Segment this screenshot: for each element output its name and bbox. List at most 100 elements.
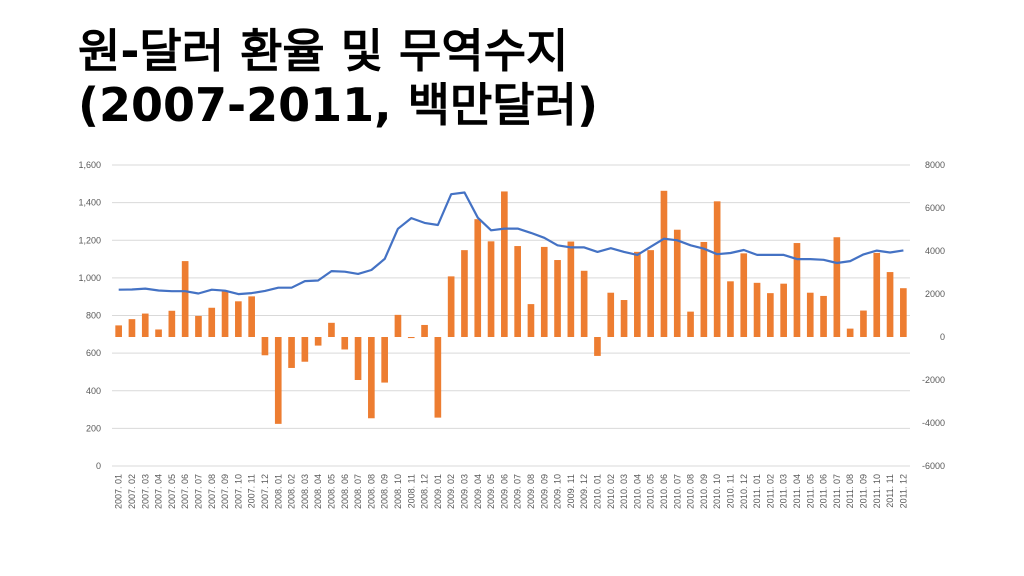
- y-left-tick-label: 400: [86, 386, 101, 396]
- y-right-tick-label: -6000: [922, 461, 945, 471]
- trade-balance-bar: [713, 201, 721, 337]
- x-tick-label: 2008. 01: [273, 474, 283, 509]
- trade-balance-bar: [767, 293, 774, 337]
- trade-balance-bar: [607, 292, 615, 337]
- trade-balance-bar: [820, 295, 827, 337]
- trade-balance-bar: [540, 246, 548, 337]
- x-tick-label: 2011. 03: [779, 474, 789, 508]
- trade-balance-bar: [195, 315, 202, 337]
- y-right-tick-label: -4000: [922, 418, 945, 428]
- y-left-tick-label: 1,400: [78, 198, 101, 208]
- trade-balance-bar: [235, 301, 242, 337]
- x-tick-label: 2010. 06: [659, 474, 669, 509]
- x-tick-label: 2008. 06: [340, 474, 350, 509]
- x-tick-label: 2010. 10: [712, 474, 722, 509]
- trade-balance-bar: [673, 229, 681, 337]
- x-tick-label: 2011. 11: [885, 474, 895, 508]
- y-right-tick-label: 2000: [925, 289, 945, 299]
- trade-balance-bar: [833, 237, 841, 337]
- x-tick-label: 2010. 12: [739, 474, 749, 509]
- trade-balance-bar: [580, 270, 588, 337]
- x-tick-label: 2009. 07: [513, 474, 523, 509]
- x-tick-label: 2008. 02: [287, 474, 297, 509]
- trade-balance-bar: [447, 276, 455, 337]
- trade-balance-bar: [221, 291, 229, 337]
- trade-balance-bar: [647, 250, 654, 337]
- trade-balance-bar: [168, 310, 176, 337]
- trade-balance-bar: [155, 329, 162, 337]
- x-tick-label: 2007. 03: [140, 474, 150, 509]
- trade-balance-bar: [514, 246, 521, 337]
- x-tick-label: 2008. 12: [420, 474, 430, 509]
- x-tick-label: 2009. 06: [499, 474, 509, 509]
- y-left-tick-label: 1,200: [78, 235, 101, 245]
- trade-balance-bar: [873, 252, 881, 337]
- trade-balance-bar: [248, 296, 255, 337]
- trade-balance-bar: [328, 322, 335, 337]
- trade-balance-bar: [527, 304, 535, 337]
- trade-balance-bar: [740, 253, 748, 337]
- x-tick-label: 2010. 04: [632, 474, 642, 509]
- trade-balance-bar: [727, 281, 734, 337]
- x-tick-label: 2009. 04: [473, 474, 483, 509]
- y-right-tick-label: 6000: [925, 203, 945, 213]
- x-tick-label: 2011. 04: [792, 474, 802, 508]
- x-tick-label: 2010. 08: [686, 474, 696, 509]
- x-tick-label: 2007. 09: [220, 474, 230, 509]
- trade-balance-bar: [780, 283, 787, 337]
- trade-balance-bar: [381, 337, 388, 383]
- trade-balance-bar: [793, 243, 801, 337]
- y-left-tick-label: 200: [86, 423, 101, 433]
- x-tick-label: 2009. 12: [579, 474, 589, 509]
- x-tick-label: 2009. 03: [459, 474, 469, 509]
- x-tick-label: 2008. 10: [393, 474, 403, 509]
- x-tick-label: 2008. 08: [366, 474, 376, 509]
- x-tick-label: 2011. 07: [832, 474, 842, 508]
- x-tick-label: 2007. 05: [167, 474, 177, 509]
- trade-balance-bar: [753, 282, 761, 337]
- trade-balance-bar: [634, 251, 641, 337]
- trade-balance-bar: [660, 190, 668, 337]
- trade-balance-bar: [846, 328, 854, 337]
- x-tick-label: 2007. 12: [260, 474, 270, 509]
- trade-balance-bar: [900, 288, 907, 337]
- x-tick-label: 2008. 04: [313, 474, 323, 509]
- trade-balance-bar: [461, 250, 468, 337]
- x-tick-label: 2007. 10: [233, 474, 243, 509]
- x-tick-label: 2009. 10: [553, 474, 563, 509]
- x-tick-label: 2009. 02: [446, 474, 456, 509]
- trade-balance-bar: [261, 337, 269, 356]
- x-tick-label: 2011. 12: [898, 474, 908, 508]
- x-tick-label: 2011. 08: [845, 474, 855, 508]
- x-tick-label: 2009. 05: [486, 474, 496, 509]
- title-line-1: 원-달러 환율 및 무역수지: [78, 24, 569, 78]
- y-left-tick-label: 0: [96, 461, 101, 471]
- trade-balance-bar: [434, 337, 442, 418]
- x-tick-label: 2007. 02: [127, 474, 137, 509]
- trade-balance-bar: [314, 337, 322, 346]
- trade-balance-bar: [687, 311, 694, 337]
- x-tick-label: 2011. 01: [752, 474, 762, 508]
- x-tick-label: 2010. 01: [592, 474, 602, 509]
- trade-balance-bar: [620, 300, 628, 337]
- trade-balance-bar: [181, 261, 189, 337]
- trade-balance-bar: [288, 337, 295, 368]
- x-tick-label: 2010. 09: [699, 474, 709, 509]
- y-right-tick-label: 4000: [925, 246, 945, 256]
- y-left-tick-label: 600: [86, 348, 101, 358]
- x-tick-label: 2011. 10: [872, 474, 882, 508]
- slide-title: 원-달러 환율 및 무역수지 (2007-2011, 백만달러): [78, 24, 598, 132]
- trade-balance-bar: [407, 337, 415, 339]
- trade-balance-bar: [394, 314, 402, 337]
- y-right-tick-label: 8000: [925, 160, 945, 170]
- x-tick-label: 2008. 11: [406, 474, 416, 508]
- x-tick-label: 2011. 06: [819, 474, 829, 508]
- trade-balance-bar: [274, 337, 282, 424]
- x-tick-label: 2010. 03: [619, 474, 629, 509]
- x-tick-label: 2011. 02: [765, 474, 775, 508]
- trade-balance-bar: [368, 337, 375, 419]
- x-tick-label: 2009. 08: [526, 474, 536, 509]
- trade-balance-bar: [554, 260, 561, 337]
- trade-balance-bar: [141, 313, 149, 337]
- trade-balance-bar: [128, 319, 136, 337]
